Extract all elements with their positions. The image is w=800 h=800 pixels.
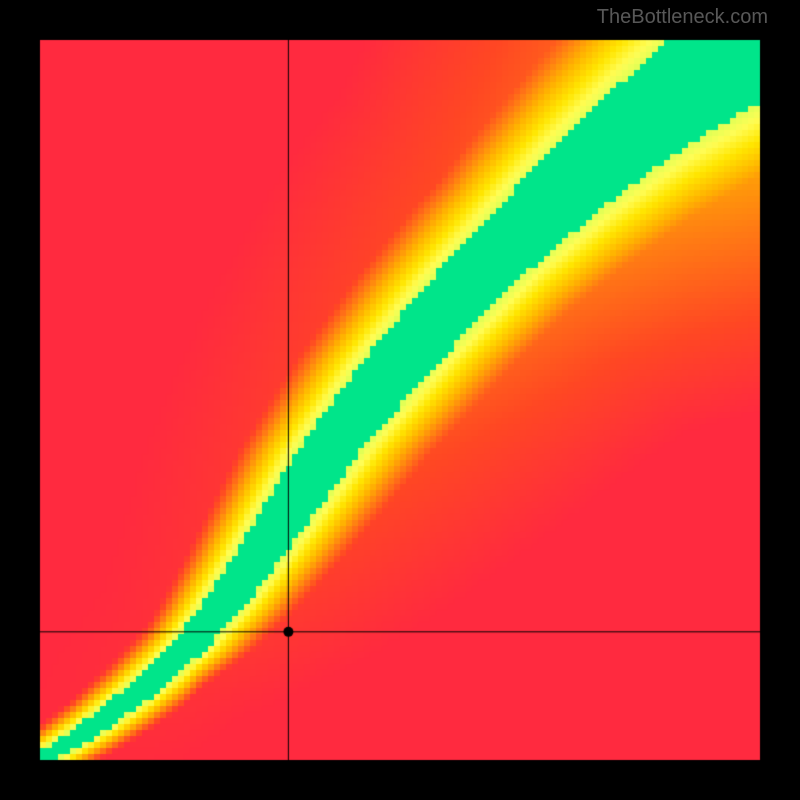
bottleneck-heatmap	[0, 0, 800, 800]
watermark-label: TheBottleneck.com	[597, 6, 768, 29]
